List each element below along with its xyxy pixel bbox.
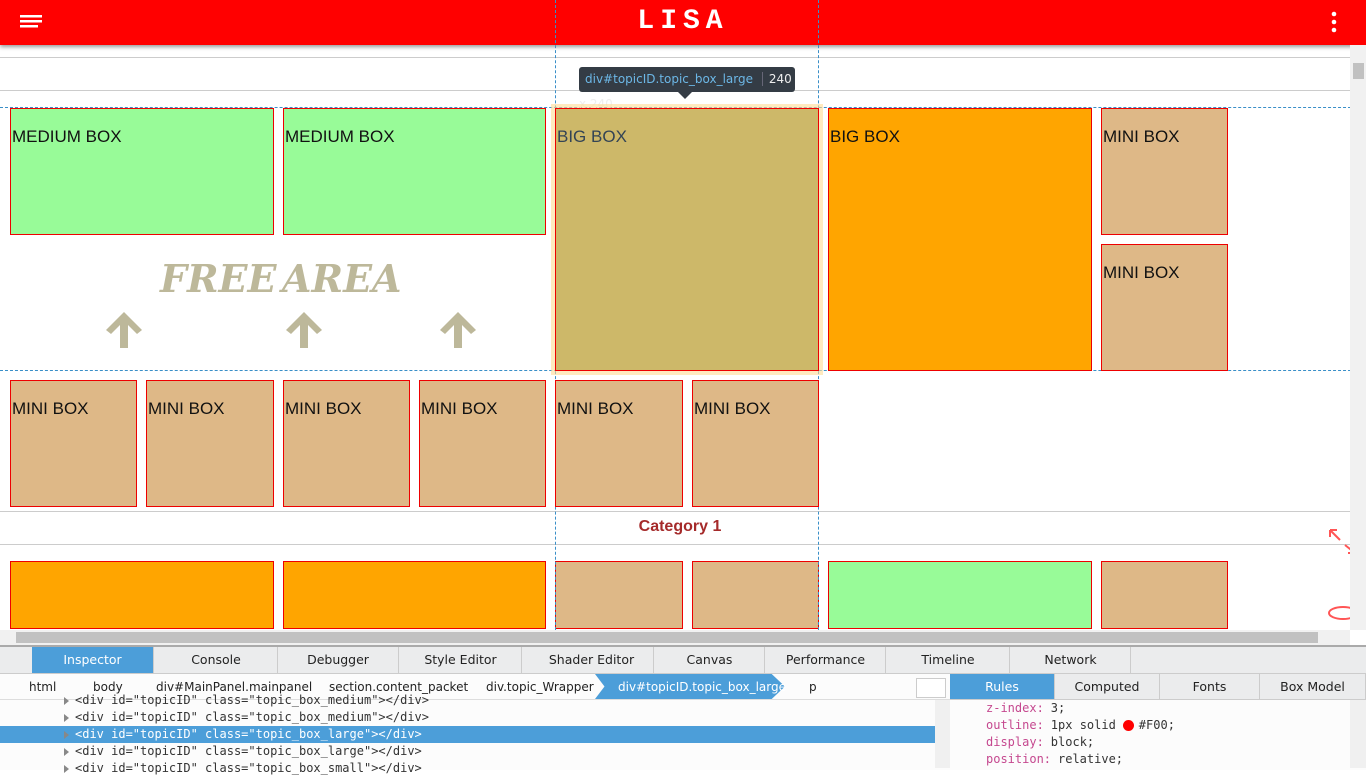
breadcrumb[interactable]: section.content_packet bbox=[329, 680, 469, 694]
box: MINI BOX bbox=[283, 380, 410, 507]
box: MINI BOX bbox=[692, 380, 819, 507]
rules-scrollbar[interactable] bbox=[1350, 700, 1366, 768]
rule-value: relative; bbox=[1058, 752, 1124, 766]
devtools-tab[interactable]: Console bbox=[155, 647, 278, 673]
box: MEDIUM BOX bbox=[283, 108, 546, 235]
expander[interactable] bbox=[64, 714, 69, 722]
box: MINI BOX bbox=[1101, 108, 1228, 235]
h-scrollbar[interactable] bbox=[0, 630, 1350, 645]
breadcrumb-bar bbox=[0, 674, 950, 700]
box: BIG BOX bbox=[551, 104, 823, 375]
breadcrumb[interactable]: body bbox=[93, 680, 123, 694]
guide bbox=[0, 107, 1366, 108]
box: MINI BOX bbox=[419, 380, 546, 507]
app-header: LISA bbox=[0, 0, 1366, 45]
box bbox=[828, 561, 1092, 629]
devtools-tab[interactable]: Shader Editor bbox=[530, 647, 654, 673]
breadcrumb[interactable]: div#MainPanel.mainpanel bbox=[156, 680, 313, 694]
rule-prop: display: bbox=[986, 735, 1044, 749]
rule-prop: position: bbox=[986, 752, 1052, 766]
menu-icon[interactable] bbox=[20, 13, 42, 31]
rule-value: block; bbox=[1050, 735, 1095, 749]
breadcrumb[interactable]: p bbox=[809, 680, 817, 694]
side-tab[interactable]: Fonts bbox=[1160, 674, 1260, 699]
divider bbox=[0, 57, 1350, 58]
more-icon[interactable] bbox=[1330, 11, 1338, 33]
expander[interactable] bbox=[64, 748, 69, 756]
side-tab-selected bbox=[950, 674, 1055, 699]
box: MINI BOX bbox=[555, 380, 683, 507]
rule-color: #F00; bbox=[1138, 718, 1175, 732]
breadcrumb-selected bbox=[595, 674, 785, 699]
html-line[interactable]: <div id="topicID" class="topic_box_small… bbox=[75, 761, 422, 775]
box: MINI BOX bbox=[146, 380, 274, 507]
app-title: LISA bbox=[637, 6, 729, 37]
rule-value: 1px solid bbox=[1050, 718, 1116, 732]
side-tab[interactable]: Computed bbox=[1055, 674, 1160, 699]
devtools-tab[interactable]: Canvas bbox=[655, 647, 765, 673]
tooltip-selector: div#topicID.topic_box_large bbox=[585, 72, 753, 86]
html-line[interactable]: <div id="topicID" class="topic_box_mediu… bbox=[75, 710, 430, 724]
expander[interactable] bbox=[64, 765, 69, 773]
html-line[interactable]: <div id="topicID" class="topic_box_mediu… bbox=[75, 693, 430, 707]
tooltip-size: 240 x 240 bbox=[579, 72, 792, 111]
box: BIG BOX bbox=[828, 108, 1092, 371]
devtools-tab[interactable]: Performance bbox=[766, 647, 886, 673]
rule-prop: outline: bbox=[986, 718, 1044, 732]
devtools-toolbar bbox=[0, 647, 1366, 674]
box bbox=[555, 561, 683, 629]
expander[interactable] bbox=[64, 697, 69, 705]
divider bbox=[0, 511, 1350, 512]
breadcrumb[interactable]: div.topic_Wrapper bbox=[486, 680, 594, 694]
expander[interactable] bbox=[64, 731, 69, 739]
side-tab[interactable]: Rules bbox=[950, 674, 1055, 699]
box bbox=[283, 561, 546, 629]
devtools-tab[interactable]: Debugger bbox=[278, 647, 399, 673]
color-swatch bbox=[1122, 720, 1134, 731]
rule-prop: z-index: bbox=[986, 701, 1044, 715]
devtools-tab[interactable]: Style Editor bbox=[400, 647, 522, 673]
divider bbox=[0, 544, 1350, 545]
free-label: FREE bbox=[160, 256, 277, 301]
box bbox=[1101, 561, 1228, 629]
arrows bbox=[106, 312, 476, 348]
code-scrollbar[interactable] bbox=[935, 700, 950, 768]
breadcrumb[interactable]: html bbox=[29, 680, 57, 694]
box: MINI BOX bbox=[10, 380, 137, 507]
html-line[interactable]: <div id="topicID" class="topic_box_large… bbox=[75, 727, 422, 741]
devtools-tab[interactable]: Timeline bbox=[887, 647, 1010, 673]
devtools-tab[interactable]: Network bbox=[1011, 647, 1131, 673]
box bbox=[10, 561, 274, 629]
tooltip: div#topicID.topic_box_large 240 x 240 bbox=[579, 67, 795, 111]
rule-value: 3; bbox=[1050, 701, 1066, 715]
category-title: Category 1 bbox=[638, 518, 722, 535]
breadcrumb[interactable]: div#topicID.topic_box_large bbox=[618, 680, 786, 694]
v-scrollbar[interactable] bbox=[1350, 45, 1366, 630]
box: MINI BOX bbox=[1101, 244, 1228, 371]
side-tab[interactable]: Box Model bbox=[1260, 674, 1366, 699]
selected-line bbox=[0, 726, 935, 743]
html-line[interactable]: <div id="topicID" class="topic_box_large… bbox=[75, 744, 422, 758]
area-label: AREA bbox=[282, 256, 402, 301]
box: MEDIUM BOX bbox=[10, 108, 274, 235]
devtools-tab[interactable]: Inspector bbox=[32, 647, 154, 673]
box bbox=[692, 561, 819, 629]
search-button[interactable] bbox=[916, 678, 946, 698]
